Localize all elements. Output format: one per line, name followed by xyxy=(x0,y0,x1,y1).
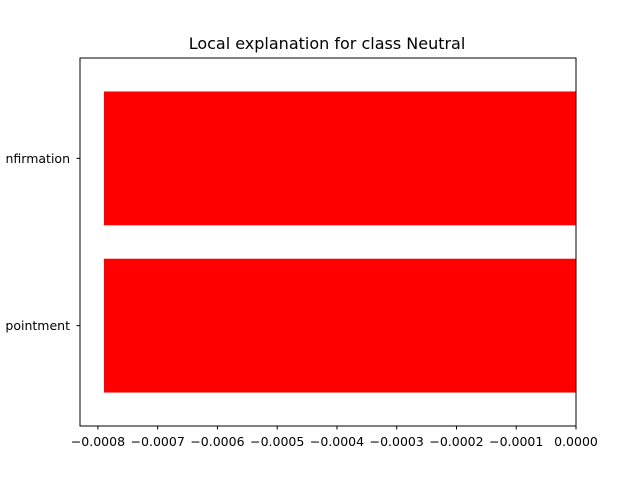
axes-frame xyxy=(79,57,577,427)
y-axis-ticks: nfirmation pointment xyxy=(5,151,80,333)
bars-group xyxy=(103,91,576,393)
x-tick-label-5: −0.0003 xyxy=(370,434,424,449)
chart-title: Local explanation for class Neutral xyxy=(189,34,466,53)
x-tick-label-3: −0.0005 xyxy=(250,434,304,449)
x-tick-label-6: −0.0002 xyxy=(429,434,483,449)
y-tick-label-0: nfirmation xyxy=(6,151,71,166)
x-tick-label-1: −0.0007 xyxy=(131,434,185,449)
x-tick-label-8: 0.0000 xyxy=(554,434,598,449)
x-axis-ticks: −0.0008 −0.0007 −0.0006 −0.0005 −0.0004 −0.00… xyxy=(71,426,598,449)
x-tick-label-4: −0.0004 xyxy=(310,434,364,449)
x-tick-label-7: −0.0001 xyxy=(489,434,543,449)
bar-1 xyxy=(103,258,576,393)
x-tick-label-2: −0.0006 xyxy=(190,434,244,449)
bar-0 xyxy=(103,91,576,226)
y-tick-label-1: pointment xyxy=(5,318,70,333)
x-tick-label-0: −0.0008 xyxy=(71,434,125,449)
